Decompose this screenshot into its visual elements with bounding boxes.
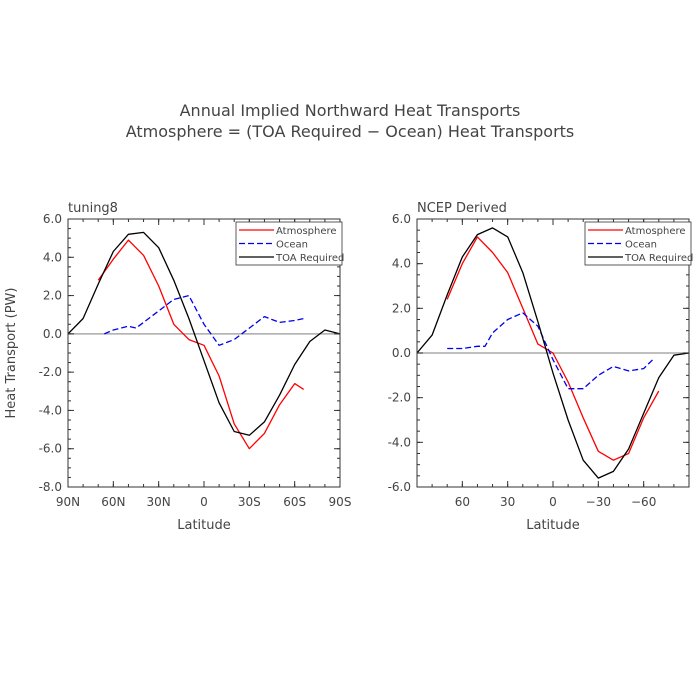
y-tick-label: -6.0 xyxy=(388,480,411,494)
y-axis-label: Heat Transport (PW) xyxy=(4,288,19,419)
series-line-toa-required xyxy=(416,227,690,479)
legend-label: Atmosphere xyxy=(276,226,337,237)
legend-label: TOA Required xyxy=(275,253,344,264)
x-tick-label: 60S xyxy=(283,495,306,509)
x-tick-label: 0 xyxy=(549,495,557,509)
y-tick-label: 0.0 xyxy=(392,346,411,360)
y-tick-label: -4.0 xyxy=(39,403,62,417)
legend-label: Ocean xyxy=(625,240,657,251)
y-tick-label: -2.0 xyxy=(39,365,62,379)
x-tick-label: 60N xyxy=(101,495,125,509)
x-axis-label: Latitude xyxy=(177,518,231,533)
y-tick-label: 4.0 xyxy=(43,250,62,264)
panel-2: 6.0 4.0 2.0 0.0 -2.0 -4.0 -6.0 60 30 0 −30 −60 Latit… xyxy=(388,201,694,533)
x-tick-label: 30S xyxy=(238,495,261,509)
legend-label: TOA Required xyxy=(624,253,693,264)
legend: Atmosphere Ocean TOA Required xyxy=(584,221,693,266)
y-tick-label: 6.0 xyxy=(392,212,411,226)
legend-label: Atmosphere xyxy=(625,226,686,237)
series-line-atmosphere xyxy=(97,239,305,450)
y-tick-label: 2.0 xyxy=(43,289,62,303)
legend-label: Ocean xyxy=(276,240,308,251)
x-tick-label: 90S xyxy=(329,495,352,509)
series-line-ocean xyxy=(447,312,654,390)
y-tick-label: -6.0 xyxy=(39,442,62,456)
y-tick-label: 0.0 xyxy=(43,327,62,341)
y-tick-label: -4.0 xyxy=(388,435,411,449)
legend: Atmosphere Ocean TOA Required xyxy=(235,221,344,266)
chart-title-line-1: Annual Implied Northward Heat Transports xyxy=(179,101,521,120)
series-line-ocean xyxy=(104,294,304,346)
y-tick-label: 6.0 xyxy=(43,212,62,226)
x-tick-label: 30 xyxy=(500,495,515,509)
x-tick-label: 90N xyxy=(56,495,80,509)
x-tick-label: 0 xyxy=(200,495,208,509)
y-tick-label: 4.0 xyxy=(392,257,411,271)
x-tick-label: −60 xyxy=(631,495,656,509)
x-tick-label: 30N xyxy=(147,495,171,509)
panel-title: NCEP Derived xyxy=(417,201,507,216)
y-tick-label: -2.0 xyxy=(388,391,411,405)
x-axis-label: Latitude xyxy=(526,518,580,533)
chart-title-line-2: Atmosphere = (TOA Required − Ocean) Heat… xyxy=(125,122,575,141)
series-line-toa-required xyxy=(67,231,341,436)
series-line-atmosphere xyxy=(446,236,660,461)
x-tick-label: 60 xyxy=(455,495,470,509)
x-tick-label: −30 xyxy=(586,495,611,509)
y-tick-label: 2.0 xyxy=(392,301,411,315)
y-tick-label: -8.0 xyxy=(39,480,62,494)
panel-title: tuning8 xyxy=(68,201,118,216)
